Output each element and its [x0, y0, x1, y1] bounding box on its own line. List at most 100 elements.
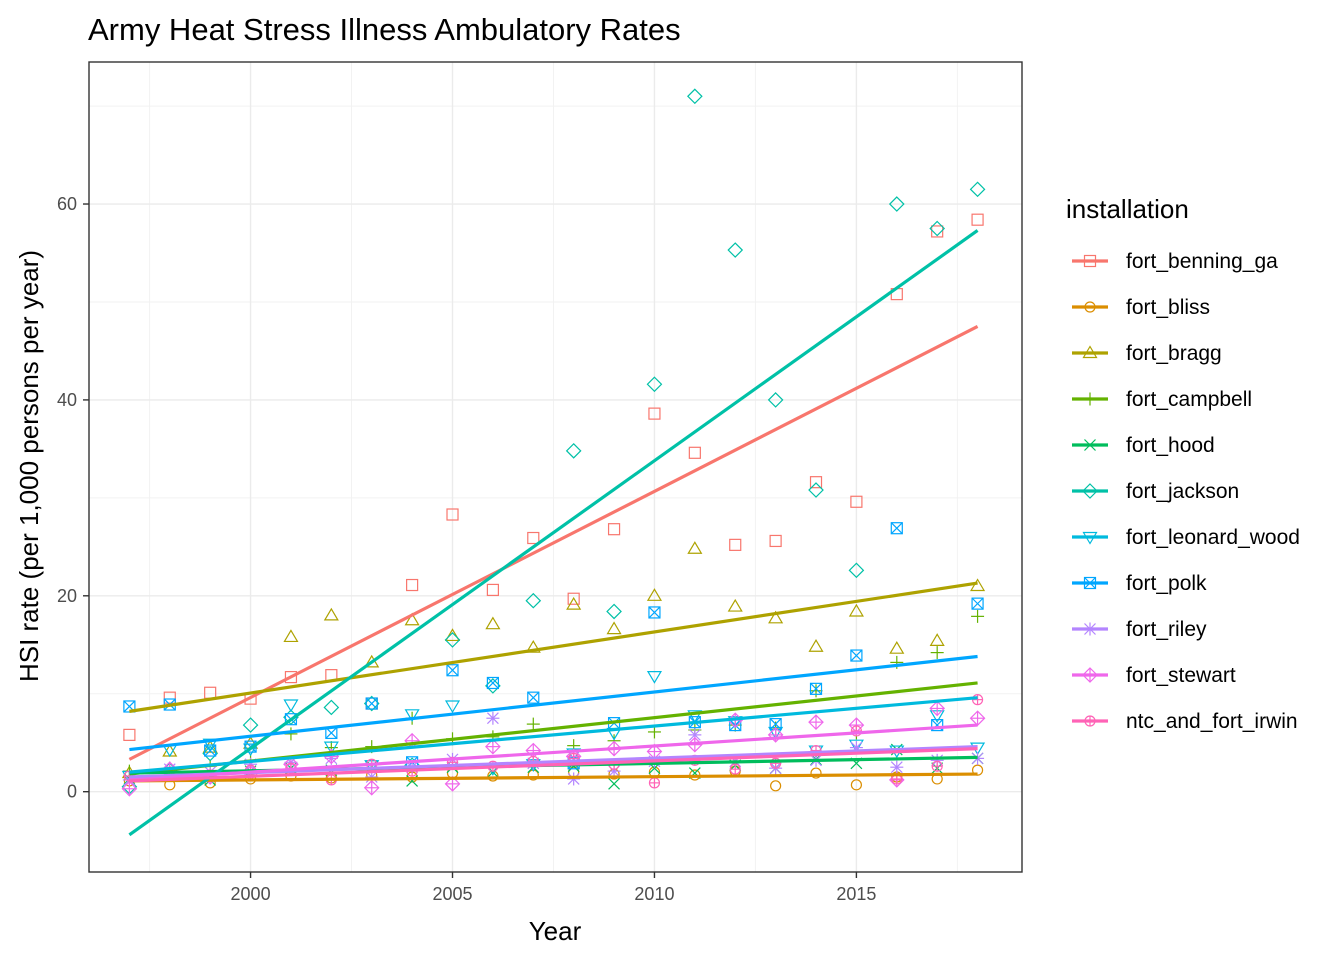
data-point-fort_benning_ga [769, 534, 782, 548]
data-point-fort_bragg [889, 641, 905, 654]
data-point-fort_bragg [646, 588, 663, 601]
data-point-fort_stewart [808, 714, 824, 730]
data-point-fort_bliss [770, 780, 782, 792]
x-tick-label: 2015 [836, 884, 876, 904]
data-point-fort_bragg [687, 541, 703, 554]
legend-item-fort_bliss: fort_bliss [1072, 296, 1210, 319]
data-point-fort_polk [527, 691, 540, 704]
legend-label: fort_polk [1126, 572, 1207, 595]
data-point-fort_polk [365, 697, 378, 710]
data-point-fort_jackson [808, 482, 824, 498]
data-point-fort_benning_ga [607, 523, 621, 536]
data-point-fort_benning_ga [486, 583, 499, 597]
data-point-fort_jackson [727, 242, 744, 258]
data-point-fort_bragg [283, 629, 299, 643]
data-point-fort_leonard_wood [283, 699, 299, 713]
data-point-fort_polk [971, 597, 984, 610]
data-point-fort_bragg [606, 621, 622, 635]
data-point-fort_benning_ga [729, 538, 742, 551]
legend-key-marker [1084, 439, 1096, 451]
data-point-fort_benning_ga [971, 213, 984, 226]
trend-line-ntc_and_fort_irwin [129, 746, 978, 783]
data-point-fort_stewart [929, 700, 946, 717]
data-point-fort_leonard_wood [323, 741, 339, 755]
legend-key-marker [1083, 622, 1097, 636]
data-point-fort_benning_ga [850, 495, 863, 508]
data-point-fort_bliss [810, 767, 822, 779]
data-point-fort_polk [890, 522, 903, 535]
legend-item-fort_riley: fort_riley [1072, 618, 1207, 641]
chart-title: Army Heat Stress Illness Ambulatory Rate… [88, 12, 681, 47]
legend-key-marker [1084, 715, 1096, 727]
data-point-fort_campbell [526, 717, 540, 731]
data-point-fort_leonard_wood [646, 671, 663, 684]
data-point-ntc_and_fort_irwin [931, 760, 943, 772]
legend-label: fort_bragg [1126, 342, 1222, 365]
data-point-fort_bragg [444, 628, 461, 642]
y-tick-label: 60 [57, 194, 77, 214]
data-point-fort_jackson [444, 632, 461, 648]
data-point-fort_jackson [525, 592, 542, 609]
data-point-fort_benning_ga [123, 728, 136, 741]
legend: installation fort_benning_ga fort_blissfo… [1066, 194, 1300, 733]
data-point-fort_benning_ga [809, 476, 823, 489]
legend-item-fort_benning_ga: fort_benning_ga [1072, 250, 1278, 273]
data-point-fort_polk [648, 606, 661, 619]
data-point-fort_benning_ga [446, 508, 459, 521]
data-point-fort_jackson [888, 196, 905, 212]
data-point-fort_jackson [485, 678, 501, 694]
x-axis-title: Year [529, 916, 582, 946]
legend-item-fort_leonard_wood: fort_leonard_wood [1072, 526, 1300, 549]
data-point-fort_jackson [242, 717, 259, 733]
data-point-ntc_and_fort_irwin [648, 777, 661, 789]
legend-key-marker [1082, 531, 1098, 545]
data-point-fort_benning_ga [688, 446, 701, 459]
legend-key-marker [1082, 483, 1098, 499]
legend-label: ntc_and_fort_irwin [1126, 710, 1298, 733]
data-point-fort_benning_ga [648, 407, 661, 420]
legend-key-marker [1083, 392, 1097, 406]
y-tick-label: 20 [57, 586, 77, 606]
data-point-fort_polk [486, 676, 499, 690]
data-point-fort_benning_ga [284, 670, 298, 684]
data-point-fort_jackson [969, 181, 986, 198]
data-point-fort_jackson [767, 392, 784, 408]
legend-item-fort_hood: fort_hood [1072, 434, 1215, 457]
trend-line-fort_benning_ga [128, 325, 979, 761]
trend-line-fort_leonard_wood [129, 696, 978, 774]
data-point-fort_benning_ga [931, 225, 944, 238]
y-tick-label: 40 [57, 390, 77, 410]
data-point-ntc_and_fort_irwin [729, 763, 741, 775]
data-point-fort_jackson [202, 745, 219, 762]
legend-title: installation [1066, 194, 1189, 224]
legend-label: fort_bliss [1126, 296, 1210, 319]
data-point-fort_bragg [525, 640, 541, 653]
trend-line-fort_bragg [129, 581, 978, 713]
legend-item-ntc_and_fort_irwin: ntc_and_fort_irwin [1072, 710, 1298, 733]
data-point-fort_riley [688, 728, 702, 742]
data-point-fort_jackson [565, 442, 582, 459]
legend-key-marker [1082, 667, 1098, 683]
legend-label: fort_riley [1126, 618, 1207, 641]
data-point-fort_polk [204, 744, 217, 757]
data-point-fort_jackson [848, 562, 865, 579]
data-point-fort_bragg [727, 598, 743, 612]
data-point-fort_jackson [363, 695, 380, 712]
data-point-fort_bragg [808, 639, 824, 652]
data-point-fort_polk [809, 682, 823, 695]
legend-key-marker [1084, 301, 1096, 313]
x-tick-label: 2010 [634, 884, 674, 904]
data-point-fort_campbell [971, 609, 985, 623]
legend-label: fort_benning_ga [1126, 250, 1278, 273]
data-point-fort_bragg [566, 596, 582, 610]
legend-item-fort_polk: fort_polk [1072, 572, 1207, 595]
data-point-fort_jackson [606, 603, 622, 620]
data-point-fort_campbell [930, 646, 944, 660]
trend-line-fort_stewart [129, 723, 978, 782]
data-point-fort_stewart [363, 779, 380, 796]
legend-key-marker [1083, 254, 1097, 268]
legend-label: fort_campbell [1126, 388, 1252, 411]
data-point-fort_bragg [768, 610, 784, 624]
legend-item-fort_bragg: fort_bragg [1072, 342, 1222, 365]
